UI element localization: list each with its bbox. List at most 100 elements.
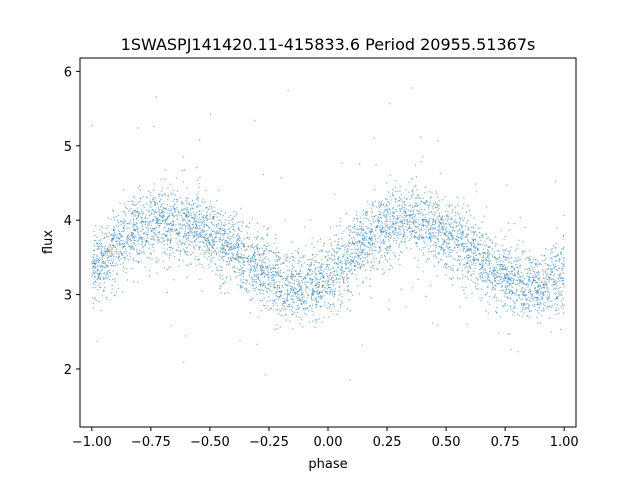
data-point [204, 216, 207, 218]
data-point [107, 259, 109, 261]
data-point [310, 269, 312, 271]
data-point [540, 290, 542, 293]
data-point [556, 285, 558, 287]
data-point [251, 267, 253, 269]
data-point [293, 259, 295, 261]
data-point [146, 209, 148, 211]
data-point [256, 235, 259, 237]
data-point [314, 298, 317, 300]
data-point [358, 293, 360, 295]
data-point [282, 302, 285, 305]
data-point [448, 242, 450, 245]
data-point [277, 251, 279, 253]
data-point [471, 264, 473, 266]
data-point [181, 224, 184, 227]
data-point [400, 288, 403, 291]
data-point [333, 270, 336, 273]
data-point [276, 305, 279, 307]
data-point [484, 294, 487, 296]
data-point [139, 238, 142, 240]
data-point [342, 272, 344, 274]
data-point [436, 218, 438, 220]
data-point [219, 247, 221, 249]
data-point [137, 227, 140, 230]
data-point [394, 254, 396, 257]
data-point [540, 310, 543, 312]
data-point [192, 212, 195, 214]
data-point [284, 283, 287, 286]
data-point [472, 253, 475, 255]
data-point [212, 239, 214, 241]
data-point [153, 202, 156, 204]
data-point [314, 268, 316, 271]
data-point [173, 215, 175, 218]
data-point [548, 297, 550, 299]
data-point [474, 267, 476, 270]
data-point [371, 237, 373, 240]
data-point [118, 259, 121, 262]
data-point [439, 231, 442, 234]
data-point [138, 249, 141, 251]
data-point [445, 245, 447, 247]
data-point [479, 275, 481, 277]
data-point [253, 275, 255, 278]
data-point [554, 283, 556, 286]
data-point [238, 274, 240, 277]
data-point [181, 169, 183, 172]
data-point [340, 272, 342, 275]
data-point [414, 231, 416, 233]
data-point [408, 191, 410, 193]
data-point [474, 252, 477, 254]
data-point [370, 246, 372, 248]
data-point [229, 276, 231, 278]
data-point [483, 280, 486, 282]
data-point [456, 259, 458, 261]
data-point [505, 289, 508, 291]
data-point [391, 231, 394, 233]
data-point [278, 298, 280, 300]
data-point [339, 261, 341, 263]
data-point [411, 231, 413, 233]
data-point [318, 266, 320, 269]
data-point [499, 316, 502, 318]
data-point [155, 212, 158, 214]
data-point [94, 225, 96, 227]
data-point [290, 277, 293, 279]
data-point [527, 303, 529, 305]
data-point [286, 265, 288, 267]
data-point [163, 214, 165, 216]
data-point [352, 236, 355, 238]
data-point [152, 236, 154, 238]
data-point [202, 253, 205, 255]
data-point [369, 233, 372, 236]
data-point [287, 299, 289, 301]
data-point [240, 242, 242, 245]
data-point [184, 244, 186, 246]
data-point [117, 236, 120, 239]
data-point [299, 323, 301, 325]
data-point [274, 252, 277, 254]
data-point [460, 236, 462, 238]
data-point [389, 226, 391, 229]
data-point [210, 253, 213, 255]
data-point [506, 282, 508, 284]
data-point [176, 232, 178, 234]
data-point [283, 302, 285, 304]
data-point [448, 239, 451, 241]
data-point [280, 291, 282, 294]
data-point [250, 268, 252, 270]
data-point [350, 237, 353, 239]
data-point [491, 287, 494, 290]
data-point [340, 259, 342, 262]
data-point [441, 238, 443, 240]
data-point [226, 244, 229, 246]
data-point [134, 212, 136, 214]
data-point [381, 222, 384, 224]
data-point [303, 302, 305, 305]
data-point [447, 218, 449, 220]
data-point [436, 324, 439, 326]
data-point [222, 282, 224, 285]
data-point [559, 257, 561, 259]
data-point [293, 267, 295, 269]
data-point [93, 281, 95, 283]
